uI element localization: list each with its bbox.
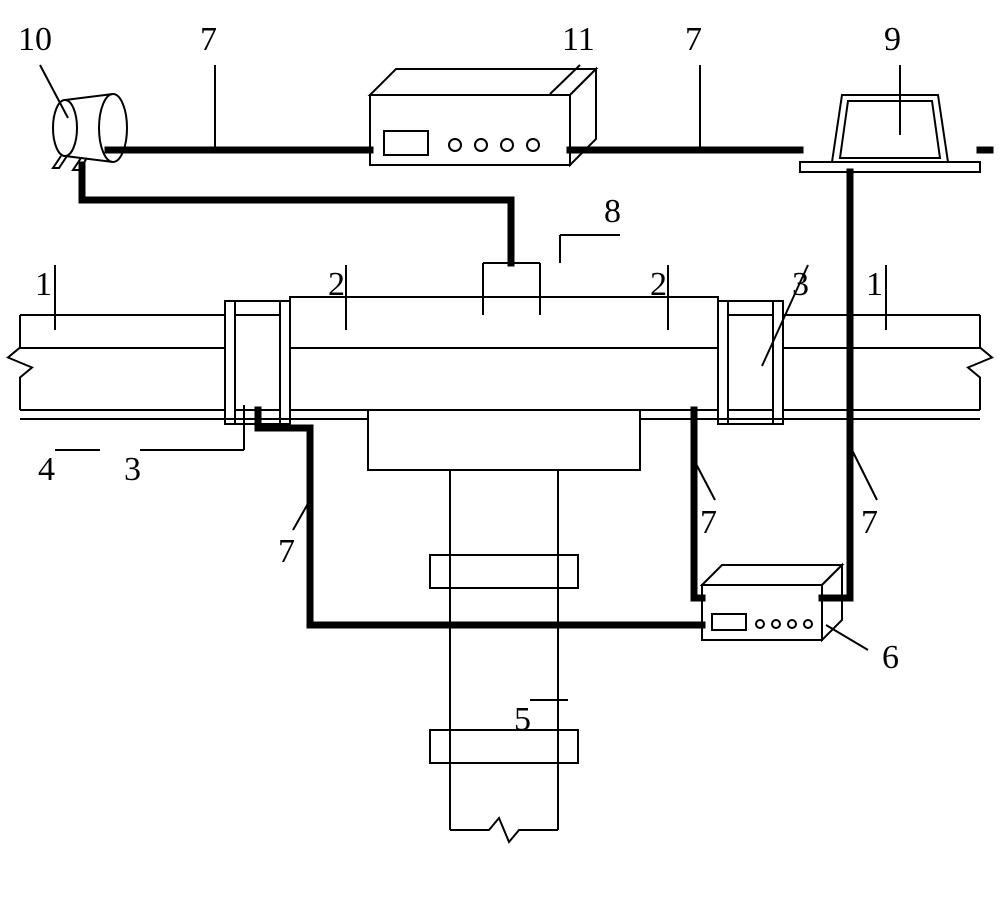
label-n6: 6 xyxy=(882,639,899,676)
label-n10: 10 xyxy=(18,21,52,58)
label-n7_ml: 7 xyxy=(278,533,295,570)
label-n2_right: 2 xyxy=(650,266,667,303)
label-n2_left: 2 xyxy=(328,266,345,303)
label-n7_tr: 7 xyxy=(685,21,702,58)
cable-cam-down-to-u xyxy=(82,165,511,263)
label-n11: 11 xyxy=(562,21,595,58)
label-n4: 4 xyxy=(38,451,55,488)
label-n7_mr: 7 xyxy=(700,504,717,541)
label-n1_right: 1 xyxy=(866,266,883,303)
label-n1_left: 1 xyxy=(35,266,52,303)
label-n5: 5 xyxy=(514,701,531,738)
label-n8: 8 xyxy=(604,193,621,230)
label-n9: 9 xyxy=(884,21,901,58)
leader-n6 xyxy=(826,625,868,650)
leader-n7_r xyxy=(852,450,877,500)
label-n3_left: 3 xyxy=(124,451,141,488)
leader-n10 xyxy=(40,65,68,118)
label-n7_tl: 7 xyxy=(200,21,217,58)
cable-laptop-down-to-box6 xyxy=(822,172,850,598)
label-n7_r: 7 xyxy=(861,504,878,541)
label-n3_right: 3 xyxy=(792,266,809,303)
